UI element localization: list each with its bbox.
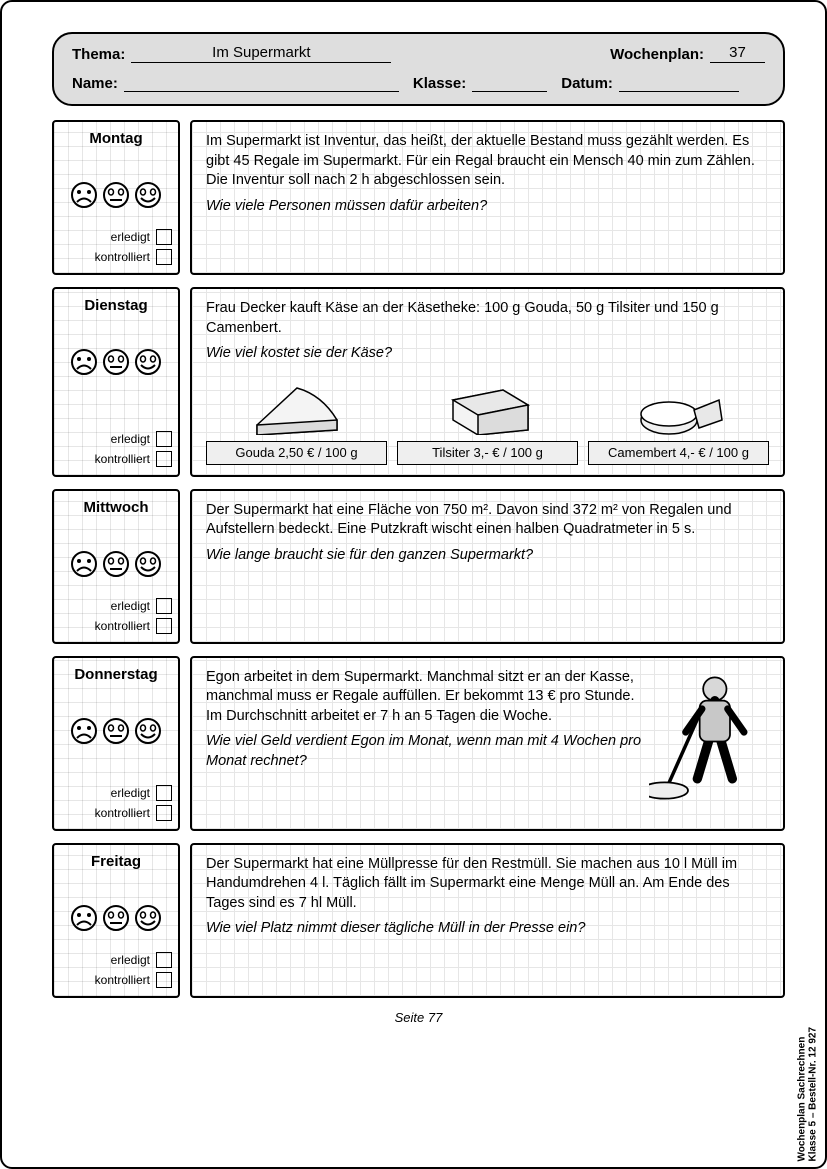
wochenplan-label: Wochenplan: [610, 46, 704, 63]
erledigt-check[interactable]: erledigt [60, 785, 172, 801]
day-sidebar: Montag erledigt kontrolliert [52, 120, 180, 275]
face-happy-icon[interactable] [134, 550, 162, 583]
face-sad-icon[interactable] [70, 181, 98, 214]
task-box: Der Supermarkt hat eine Fläche von 750 m… [190, 489, 785, 644]
spine-text: Wochenplan Sachrechnen Klasse 5 – Bestel… [797, 1027, 819, 1162]
task-text: Frau Decker kauft Käse an der Käsetheke:… [206, 299, 769, 338]
cheese-price: Tilsiter 3,- € / 100 g [397, 441, 578, 465]
face-happy-icon[interactable] [134, 181, 162, 214]
erledigt-check[interactable]: erledigt [60, 952, 172, 968]
face-happy-icon[interactable] [134, 904, 162, 937]
task-question: Wie viele Personen müssen dafür arbeiten… [206, 197, 769, 217]
task-text: Egon arbeitet in dem Supermarkt. Manchma… [206, 668, 643, 727]
day-donnerstag: Donnerstag erledigt kontrolliert Egon ar… [52, 656, 785, 831]
cheese-camembert: Camembert 4,- € / 100 g [588, 380, 769, 465]
face-neutral-icon[interactable] [102, 717, 130, 750]
day-dienstag: Dienstag erledigt kontrolliert Frau Deck… [52, 287, 785, 477]
face-sad-icon[interactable] [70, 550, 98, 583]
face-happy-icon[interactable] [134, 348, 162, 381]
task-box: Der Supermarkt hat eine Müllpresse für d… [190, 843, 785, 998]
task-question: Wie lange braucht sie für den ganzen Sup… [206, 546, 769, 566]
kontrolliert-check[interactable]: kontrolliert [60, 972, 172, 988]
task-text: Der Supermarkt hat eine Müllpresse für d… [206, 855, 769, 914]
face-sad-icon[interactable] [70, 904, 98, 937]
task-box: Im Supermarkt ist Inventur, das heißt, d… [190, 120, 785, 275]
name-value[interactable] [124, 73, 399, 92]
kontrolliert-check[interactable]: kontrolliert [60, 249, 172, 265]
erledigt-check[interactable]: erledigt [60, 431, 172, 447]
day-mittwoch: Mittwoch erledigt kontrolliert Der Super… [52, 489, 785, 644]
task-text: Der Supermarkt hat eine Fläche von 750 m… [206, 501, 769, 540]
day-name: Mittwoch [84, 499, 149, 516]
day-sidebar: Mittwoch erledigt kontrolliert [52, 489, 180, 644]
cheese-wedge-icon [252, 380, 342, 435]
cheese-tilsiter: Tilsiter 3,- € / 100 g [397, 380, 578, 465]
datum-label: Datum: [561, 75, 613, 92]
name-label: Name: [72, 75, 118, 92]
thema-value[interactable]: Im Supermarkt [131, 44, 391, 63]
day-sidebar: Donnerstag erledigt kontrolliert [52, 656, 180, 831]
header-box: Thema: Im Supermarkt Wochenplan: 37 Name… [52, 32, 785, 106]
cleaner-icon [649, 668, 769, 808]
kontrolliert-check[interactable]: kontrolliert [60, 618, 172, 634]
face-sad-icon[interactable] [70, 348, 98, 381]
day-name: Montag [89, 130, 142, 147]
task-question: Wie viel kostet sie der Käse? [206, 344, 769, 364]
face-neutral-icon[interactable] [102, 181, 130, 214]
face-neutral-icon[interactable] [102, 348, 130, 381]
erledigt-check[interactable]: erledigt [60, 598, 172, 614]
day-name: Freitag [91, 853, 141, 870]
kontrolliert-check[interactable]: kontrolliert [60, 451, 172, 467]
klasse-value[interactable] [472, 73, 547, 92]
face-sad-icon[interactable] [70, 717, 98, 750]
cheese-block-icon [443, 380, 533, 435]
face-neutral-icon[interactable] [102, 904, 130, 937]
cheese-gouda: Gouda 2,50 € / 100 g [206, 380, 387, 465]
datum-value[interactable] [619, 73, 739, 92]
task-box: Frau Decker kauft Käse an der Käsetheke:… [190, 287, 785, 477]
klasse-label: Klasse: [413, 75, 466, 92]
kontrolliert-check[interactable]: kontrolliert [60, 805, 172, 821]
day-name: Donnerstag [74, 666, 157, 683]
task-question: Wie viel Platz nimmt dieser tägliche Mül… [206, 919, 769, 939]
wochenplan-value[interactable]: 37 [710, 44, 765, 63]
cheese-price: Gouda 2,50 € / 100 g [206, 441, 387, 465]
thema-label: Thema: [72, 46, 125, 63]
erledigt-check[interactable]: erledigt [60, 229, 172, 245]
task-question: Wie viel Geld verdient Egon im Monat, we… [206, 732, 643, 771]
task-text: Im Supermarkt ist Inventur, das heißt, d… [206, 132, 769, 191]
day-sidebar: Dienstag erledigt kontrolliert [52, 287, 180, 477]
worksheet-page: Thema: Im Supermarkt Wochenplan: 37 Name… [0, 0, 827, 1169]
cheese-round-icon [634, 380, 724, 435]
cheese-price: Camembert 4,- € / 100 g [588, 441, 769, 465]
day-freitag: Freitag erledigt kontrolliert Der Superm… [52, 843, 785, 998]
day-name: Dienstag [84, 297, 147, 314]
day-montag: Montag erledigt kontrolliert Im Supermar… [52, 120, 785, 275]
page-number: Seite 77 [52, 1010, 785, 1025]
face-happy-icon[interactable] [134, 717, 162, 750]
task-box: Egon arbeitet in dem Supermarkt. Manchma… [190, 656, 785, 831]
face-neutral-icon[interactable] [102, 550, 130, 583]
day-sidebar: Freitag erledigt kontrolliert [52, 843, 180, 998]
